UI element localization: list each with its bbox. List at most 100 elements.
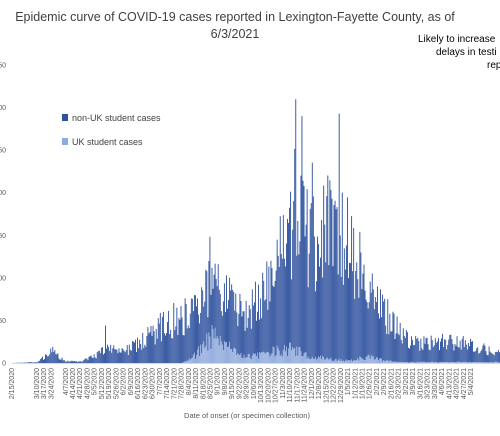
bar-uk	[336, 361, 338, 363]
bar-uk	[241, 358, 243, 363]
bar-non-uk	[166, 333, 167, 363]
bar-non-uk	[220, 311, 222, 342]
x-tick-label: 5/19/2020	[106, 368, 113, 399]
bar-uk	[451, 362, 453, 363]
bar-non-uk	[247, 317, 249, 355]
bar-uk	[303, 353, 305, 363]
x-tick-label: 1/5/2021	[345, 368, 352, 395]
bar-uk	[414, 362, 416, 363]
bar-uk	[330, 357, 332, 363]
bar-uk	[471, 362, 472, 363]
bar-non-uk	[381, 317, 383, 359]
x-tick-label: 10/20/2020	[265, 368, 272, 403]
bar-non-uk	[149, 331, 151, 363]
bar-uk	[282, 349, 284, 363]
bar-uk	[375, 357, 377, 363]
bar-non-uk	[165, 335, 166, 363]
bar-non-uk	[333, 205, 335, 361]
bar-uk	[344, 360, 346, 363]
bar-uk	[218, 345, 220, 363]
y-tick-label: 50	[0, 318, 6, 325]
bar-non-uk	[38, 360, 40, 363]
bar-non-uk	[323, 185, 325, 358]
bar-uk	[228, 346, 230, 363]
bar-non-uk	[284, 266, 286, 352]
bar-uk	[221, 344, 223, 363]
bar-uk	[483, 362, 485, 363]
bar-non-uk	[437, 337, 439, 363]
bar-non-uk	[148, 333, 150, 363]
bar-non-uk	[143, 347, 145, 363]
bar-non-uk	[409, 348, 410, 363]
bar-non-uk	[251, 289, 253, 356]
x-tick-label: 12/29/2020	[338, 368, 345, 403]
bar-non-uk	[113, 345, 115, 363]
x-tick-label: 10/6/2020	[251, 368, 258, 399]
bar-uk	[358, 360, 360, 363]
bar-non-uk	[147, 327, 149, 363]
y-tick-label: 250	[0, 148, 6, 155]
bar-non-uk	[191, 298, 193, 358]
bar-uk	[229, 341, 231, 363]
bar-non-uk	[392, 311, 394, 362]
bar-non-uk	[53, 351, 55, 363]
bar-uk	[384, 360, 386, 363]
bar-uk	[267, 352, 269, 363]
bar-uk	[380, 358, 381, 363]
bar-uk	[192, 354, 194, 363]
bar-non-uk	[98, 350, 100, 363]
x-tick-label: 2/2/2021	[374, 368, 381, 395]
bar-non-uk	[115, 349, 117, 363]
bar-non-uk	[491, 353, 493, 363]
bar-non-uk	[258, 284, 259, 359]
bar-uk	[479, 362, 481, 363]
bar-uk	[454, 361, 456, 363]
bar-uk	[439, 362, 440, 363]
bar-uk	[417, 361, 419, 363]
x-tick-label: 3/16/2021	[417, 368, 424, 399]
bar-non-uk	[371, 273, 373, 357]
bar-non-uk	[269, 301, 271, 357]
bar-uk	[459, 361, 461, 363]
bar-uk	[285, 346, 287, 363]
bar-non-uk	[211, 267, 213, 326]
bar-uk	[395, 362, 397, 363]
y-tick-label: 0	[2, 361, 6, 368]
bar-non-uk	[290, 191, 292, 343]
bar-non-uk	[363, 264, 365, 361]
bar-non-uk	[484, 345, 486, 363]
bar-non-uk	[473, 351, 475, 363]
x-tick-label: 9/22/2020	[237, 368, 244, 399]
bar-non-uk	[338, 113, 340, 359]
x-tick-label: 9/8/2020	[222, 368, 229, 395]
bar-non-uk	[376, 286, 378, 358]
bar-uk	[359, 356, 361, 363]
x-tick-label: 3/23/2021	[425, 368, 432, 399]
y-tick-label: 300	[0, 105, 6, 112]
bar-uk	[381, 358, 383, 363]
bar-non-uk	[33, 362, 35, 363]
bar-uk	[335, 358, 337, 363]
bar-non-uk	[398, 335, 400, 363]
x-tick-label: 8/4/2020	[186, 368, 193, 395]
bar-uk	[474, 362, 476, 363]
x-tick-label: 4/13/2021	[446, 368, 453, 399]
bar-non-uk	[423, 336, 425, 362]
bar-non-uk	[329, 180, 331, 360]
bar-non-uk	[455, 345, 457, 363]
bar-non-uk	[153, 331, 155, 363]
bar-non-uk	[478, 353, 480, 363]
bar-non-uk	[406, 332, 408, 363]
bar-non-uk	[494, 351, 496, 362]
bar-non-uk	[314, 291, 316, 357]
bar-non-uk	[407, 347, 409, 363]
bar-non-uk	[293, 201, 295, 349]
bar-non-uk	[410, 345, 411, 363]
bar-uk	[406, 362, 408, 363]
bar-non-uk	[432, 346, 434, 363]
bar-non-uk	[127, 355, 129, 363]
bar-non-uk	[90, 355, 92, 363]
bar-uk	[213, 338, 215, 363]
bar-uk	[386, 360, 388, 363]
bar-non-uk	[393, 313, 395, 362]
